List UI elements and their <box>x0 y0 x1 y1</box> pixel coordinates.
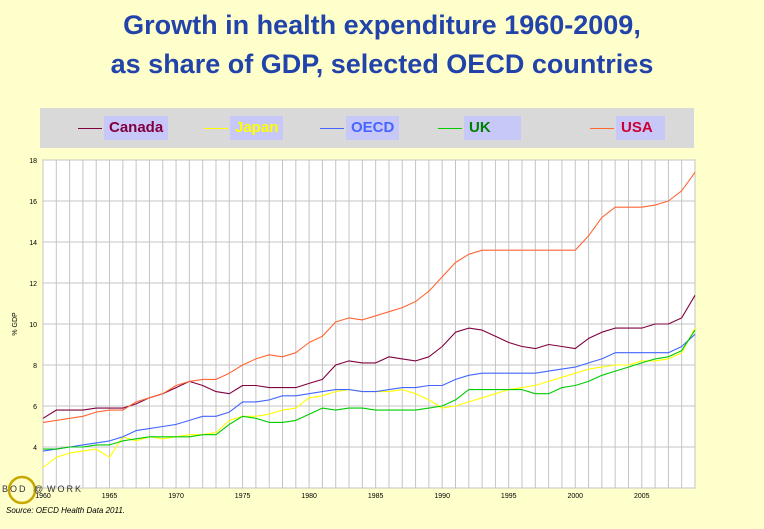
series-line-oecd <box>42 333 696 452</box>
x-tick-label: 1980 <box>301 493 317 500</box>
y-tick-label: 18 <box>29 158 37 165</box>
y-tick-label: 10 <box>29 322 37 329</box>
y-tick-label: 12 <box>29 281 37 288</box>
y-axis-label: % GDP <box>12 312 19 336</box>
series-line-uk <box>43 329 696 450</box>
legend-label-canada: Canada <box>104 116 169 140</box>
x-tick-label: 2000 <box>567 493 583 500</box>
x-tick-label: 1975 <box>235 493 251 500</box>
chart-title-line-2: as share of GDP, selected OECD countries <box>110 49 654 79</box>
legend-line-japan <box>204 128 228 129</box>
series-line-usa <box>42 171 696 423</box>
legend-line-usa <box>590 128 614 129</box>
y-tick-label: 6 <box>33 404 37 411</box>
legend-line-canada <box>78 128 102 129</box>
source-note: Source: OECD Health Data 2011. <box>6 506 126 515</box>
legend-label-uk: UK <box>464 116 521 140</box>
svg-text:@: @ <box>34 484 43 494</box>
legend-label-usa: USA <box>616 116 665 140</box>
y-tick-label: 14 <box>29 240 37 247</box>
x-tick-label: 1990 <box>434 493 450 500</box>
legend-label-japan: Japan <box>230 116 284 140</box>
x-tick-label: 1995 <box>501 493 517 500</box>
x-tick-label: 2005 <box>634 493 650 500</box>
bodywork-logo: BOD @ WORK <box>2 475 83 505</box>
chart-title-line-1: Growth in health expenditure 1960-2009, <box>123 10 641 40</box>
y-tick-label: 16 <box>29 199 37 206</box>
x-tick-label: 1985 <box>368 493 384 500</box>
svg-text:WORK: WORK <box>47 484 83 494</box>
x-tick-label: 1965 <box>102 493 118 500</box>
svg-text:BOD: BOD <box>2 484 28 494</box>
chart-legend: Canada Japan OECD UK USA <box>40 108 694 148</box>
y-tick-label: 4 <box>33 445 37 452</box>
x-tick-label: 1960 <box>35 493 51 500</box>
legend-label-oecd: OECD <box>346 116 400 140</box>
legend-line-oecd <box>320 128 344 129</box>
y-tick-label: 8 <box>33 363 37 370</box>
x-tick-label: 1970 <box>168 493 184 500</box>
legend-line-uk <box>438 128 462 129</box>
